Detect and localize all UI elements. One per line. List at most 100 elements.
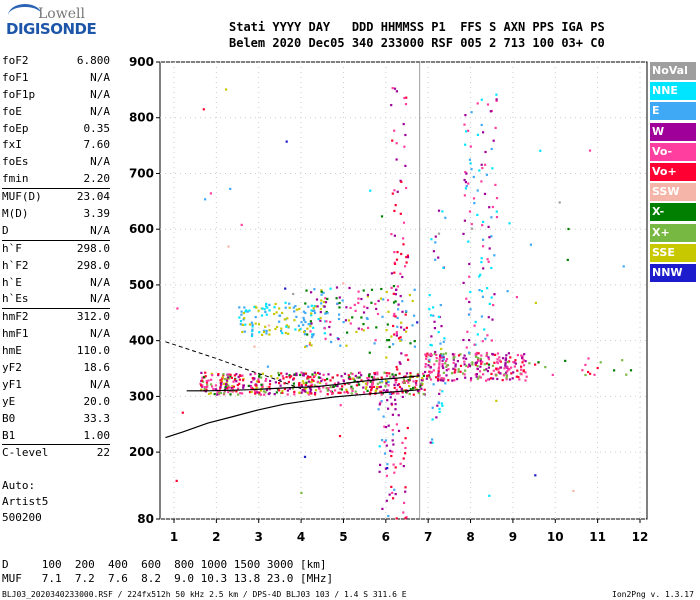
x-tick-label: 1 <box>170 530 178 544</box>
echo-point <box>506 360 509 364</box>
echo-point <box>426 375 429 378</box>
echo-point <box>451 379 454 382</box>
echo-point <box>439 342 442 345</box>
echo-point <box>442 358 445 361</box>
echo-point <box>480 98 483 101</box>
profile-curve <box>165 389 420 439</box>
echo-point <box>355 384 358 387</box>
echo-point <box>305 289 308 292</box>
echo-point <box>438 392 441 395</box>
echo-point <box>443 377 446 380</box>
echo-point <box>371 383 374 386</box>
echo-point <box>474 363 477 366</box>
echo-point <box>479 376 482 379</box>
echo-point <box>465 297 468 300</box>
echo-point <box>351 389 354 392</box>
echo-point <box>453 353 456 356</box>
echo-point <box>336 302 339 305</box>
echo-point <box>469 162 472 165</box>
echo-point <box>388 372 391 375</box>
echo-point <box>437 370 440 373</box>
echo-point <box>429 378 433 381</box>
echo-point <box>370 288 374 291</box>
param-name: foEs <box>2 155 29 169</box>
param-value: N/A <box>90 327 110 341</box>
echo-point <box>471 227 474 230</box>
param-name: h`F2 <box>2 258 29 272</box>
echo-point <box>404 265 407 268</box>
echo-point <box>281 391 284 394</box>
echo-point <box>409 377 412 380</box>
echo-point <box>403 96 406 100</box>
echo-point <box>481 224 484 227</box>
echo-point <box>490 266 493 270</box>
echo-point <box>386 389 389 392</box>
echo-point <box>494 353 497 356</box>
echo-point <box>395 258 399 261</box>
echo-point <box>534 301 537 304</box>
echo-point <box>403 328 406 331</box>
echo-point <box>453 379 456 382</box>
echo-point <box>320 380 323 383</box>
echo-point <box>457 368 460 371</box>
echo-point <box>201 385 204 388</box>
echo-point <box>388 345 391 349</box>
echo-point <box>254 322 257 325</box>
param-row: h`F 298.0 <box>2 239 110 258</box>
echo-point <box>399 295 402 298</box>
echo-point <box>463 360 466 363</box>
echo-point <box>214 384 217 387</box>
echo-point <box>468 363 471 366</box>
echo-point <box>339 404 342 407</box>
echo-point <box>400 352 403 355</box>
echo-point <box>395 378 398 381</box>
echo-point <box>329 386 332 389</box>
echo-point <box>256 391 259 394</box>
echo-point <box>496 352 500 355</box>
echo-point <box>342 282 345 285</box>
echo-point <box>424 363 427 366</box>
echo-point <box>400 180 403 183</box>
echo-point <box>402 123 405 126</box>
y-tick-label: 800 <box>129 111 154 125</box>
auto-code: 500200 <box>2 511 42 524</box>
echo-point <box>431 406 434 409</box>
echo-point <box>508 368 511 371</box>
echo-point <box>273 306 276 309</box>
echo-point <box>336 374 339 377</box>
echo-point <box>505 371 508 374</box>
echo-point <box>310 322 313 325</box>
echo-point <box>260 314 264 317</box>
param-value: 312.0 <box>76 310 110 324</box>
echo-point <box>358 383 361 386</box>
echo-point <box>483 328 486 331</box>
param-row: MUF(D) 23.04 <box>2 188 110 206</box>
echo-point <box>204 198 207 201</box>
echo-point <box>375 387 379 390</box>
echo-point <box>494 126 497 129</box>
echo-point <box>475 351 478 355</box>
echo-point <box>425 357 428 360</box>
echo-point <box>505 374 508 377</box>
echo-point <box>236 383 239 387</box>
echo-point <box>387 380 390 384</box>
echo-point <box>253 389 257 393</box>
param-name: hmF2 <box>2 310 29 324</box>
echo-point <box>211 374 214 377</box>
echo-point <box>439 304 442 307</box>
echo-point <box>334 389 337 392</box>
echo-point <box>288 302 291 305</box>
echo-point <box>520 365 523 368</box>
echo-point <box>437 209 441 212</box>
echo-point <box>364 387 368 390</box>
echo-point <box>451 353 454 356</box>
echo-point <box>340 375 343 378</box>
echo-point <box>521 356 524 359</box>
echo-point <box>404 133 407 137</box>
echo-point <box>408 294 411 297</box>
echo-point <box>413 340 416 343</box>
echo-point <box>260 376 263 379</box>
echo-point <box>374 390 377 393</box>
param-name: fxI <box>2 138 22 152</box>
echo-point <box>464 369 467 372</box>
